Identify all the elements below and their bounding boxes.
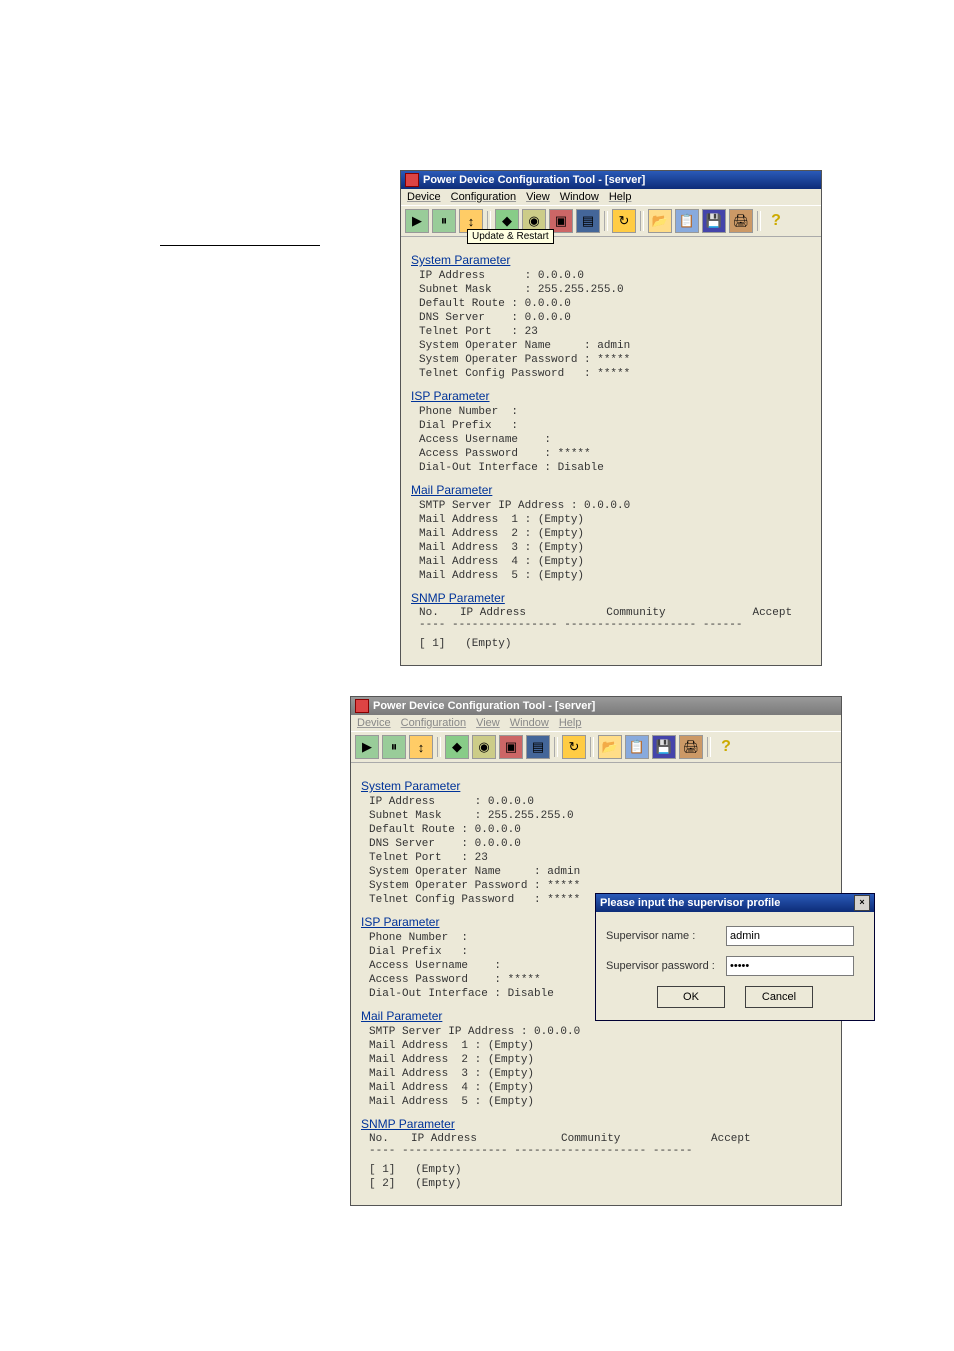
toolbar: ▶ ⏸ ↕ ◆ ◉ ▣ ▤ ↻ 📂 📋 💾 🖨 ? bbox=[351, 731, 841, 763]
toolbar-sep bbox=[487, 211, 491, 231]
tool-1-icon[interactable]: ▶ bbox=[405, 209, 429, 233]
decorative-rule bbox=[160, 245, 320, 246]
tool-1-icon[interactable]: ▶ bbox=[355, 735, 379, 759]
tool-2-icon[interactable]: ⏸ bbox=[432, 209, 456, 233]
menu-help[interactable]: Help bbox=[609, 191, 632, 203]
tool-save-icon[interactable]: 💾 bbox=[702, 209, 726, 233]
system-parameter-text: IP Address : 0.0.0.0 Subnet Mask : 255.2… bbox=[419, 269, 811, 381]
tool-print-icon[interactable]: 🖨 bbox=[729, 209, 753, 233]
tool-5-icon[interactable]: ◉ bbox=[472, 735, 496, 759]
tool-7-icon[interactable]: ▤ bbox=[576, 209, 600, 233]
tooltip: Update & Restart bbox=[467, 229, 554, 244]
tool-8-icon[interactable]: ↻ bbox=[562, 735, 586, 759]
ok-button[interactable]: OK bbox=[657, 986, 725, 1008]
tool-open-icon[interactable]: 📂 bbox=[598, 735, 622, 759]
snmp-columns: No. IP Address Community Accept bbox=[369, 1133, 831, 1145]
isp-parameter-text: Phone Number : Dial Prefix : Access User… bbox=[419, 405, 811, 475]
tool-help-icon[interactable]: ? bbox=[765, 210, 787, 232]
tool-save-icon[interactable]: 💾 bbox=[652, 735, 676, 759]
tool-6-icon[interactable]: ▣ bbox=[499, 735, 523, 759]
col-accept: Accept bbox=[752, 607, 811, 619]
supervisor-dialog: Please input the supervisor profile × Su… bbox=[595, 893, 875, 1021]
menu-configuration[interactable]: Configuration bbox=[451, 191, 516, 203]
dialog-titlebar[interactable]: Please input the supervisor profile × bbox=[596, 894, 874, 912]
snmp-columns: No. IP Address Community Accept bbox=[419, 607, 811, 619]
isp-parameter-header[interactable]: ISP Parameter bbox=[411, 389, 811, 403]
supervisor-name-label: Supervisor name : bbox=[606, 930, 726, 942]
tool-help-icon[interactable]: ? bbox=[715, 736, 737, 758]
mail-parameter-text: SMTP Server IP Address : 0.0.0.0 Mail Ad… bbox=[419, 499, 811, 583]
col-no: No. bbox=[419, 607, 460, 619]
snmp-divider: ---- ---------------- ------------------… bbox=[419, 619, 811, 631]
menu-view[interactable]: View bbox=[526, 191, 550, 203]
menu-device: Device bbox=[357, 717, 391, 729]
dialog-body: Supervisor name : Supervisor password : … bbox=[596, 912, 874, 1020]
config-window-2: Power Device Configuration Tool - [serve… bbox=[350, 696, 842, 1206]
toolbar-sep bbox=[590, 737, 594, 757]
cancel-button[interactable]: Cancel bbox=[745, 986, 813, 1008]
snmp-divider: ---- ---------------- ------------------… bbox=[369, 1145, 831, 1157]
col-accept: Accept bbox=[711, 1133, 771, 1145]
col-community: Community bbox=[561, 1133, 711, 1145]
toolbar-sep bbox=[640, 211, 644, 231]
app-icon bbox=[355, 699, 369, 713]
tool-7-icon[interactable]: ▤ bbox=[526, 735, 550, 759]
config-window-1: Power Device Configuration Tool - [serve… bbox=[400, 170, 822, 666]
col-no: No. bbox=[369, 1133, 411, 1145]
tool-2-icon[interactable]: ⏸ bbox=[382, 735, 406, 759]
menu-help: Help bbox=[559, 717, 582, 729]
toolbar: ▶ ⏸ ↕ ◆ ◉ ▣ ▤ ↻ 📂 📋 💾 🖨 ? bbox=[401, 205, 821, 237]
menu-device[interactable]: Device bbox=[407, 191, 441, 203]
tool-3-icon[interactable]: ↕ bbox=[409, 735, 433, 759]
toolbar-sep bbox=[554, 737, 558, 757]
supervisor-password-input[interactable] bbox=[726, 956, 854, 976]
menu-view: View bbox=[476, 717, 500, 729]
menu-window[interactable]: Window bbox=[560, 191, 599, 203]
dialog-title: Please input the supervisor profile bbox=[600, 897, 780, 909]
menubar: Device Configuration View Window Help bbox=[401, 189, 821, 205]
tool-print-icon[interactable]: 🖨 bbox=[679, 735, 703, 759]
snmp-parameter-header[interactable]: SNMP Parameter bbox=[361, 1117, 831, 1131]
mail-parameter-text: SMTP Server IP Address : 0.0.0.0 Mail Ad… bbox=[369, 1025, 831, 1109]
toolbar-sep bbox=[604, 211, 608, 231]
toolbar-sep bbox=[707, 737, 711, 757]
mail-parameter-header[interactable]: Mail Parameter bbox=[411, 483, 811, 497]
tool-8-icon[interactable]: ↻ bbox=[612, 209, 636, 233]
close-icon[interactable]: × bbox=[854, 895, 870, 911]
toolbar-sep bbox=[757, 211, 761, 231]
app-icon bbox=[405, 173, 419, 187]
tool-4-icon[interactable]: ◆ bbox=[445, 735, 469, 759]
tool-open-icon[interactable]: 📂 bbox=[648, 209, 672, 233]
window-title: Power Device Configuration Tool - [serve… bbox=[373, 700, 595, 712]
toolbar-sep bbox=[437, 737, 441, 757]
snmp-rows: [ 1] (Empty) [ 2] (Empty) bbox=[369, 1163, 831, 1191]
system-parameter-header[interactable]: System Parameter bbox=[361, 779, 831, 793]
snmp-parameter-header[interactable]: SNMP Parameter bbox=[411, 591, 811, 605]
col-ip: IP Address bbox=[460, 607, 606, 619]
menubar: Device Configuration View Window Help bbox=[351, 715, 841, 731]
col-community: Community bbox=[606, 607, 752, 619]
titlebar: Power Device Configuration Tool - [serve… bbox=[351, 697, 841, 715]
supervisor-password-label: Supervisor password : bbox=[606, 960, 726, 972]
supervisor-name-input[interactable] bbox=[726, 926, 854, 946]
system-parameter-header[interactable]: System Parameter bbox=[411, 253, 811, 267]
content-area: System Parameter IP Address : 0.0.0.0 Su… bbox=[401, 237, 821, 665]
menu-configuration: Configuration bbox=[401, 717, 466, 729]
system-parameter-text: IP Address : 0.0.0.0 Subnet Mask : 255.2… bbox=[369, 795, 831, 907]
menu-window: Window bbox=[510, 717, 549, 729]
window-title: Power Device Configuration Tool - [serve… bbox=[423, 174, 645, 186]
snmp-rows: [ 1] (Empty) bbox=[419, 637, 811, 651]
tool-9-icon[interactable]: 📋 bbox=[675, 209, 699, 233]
titlebar[interactable]: Power Device Configuration Tool - [serve… bbox=[401, 171, 821, 189]
tool-9-icon[interactable]: 📋 bbox=[625, 735, 649, 759]
col-ip: IP Address bbox=[411, 1133, 561, 1145]
